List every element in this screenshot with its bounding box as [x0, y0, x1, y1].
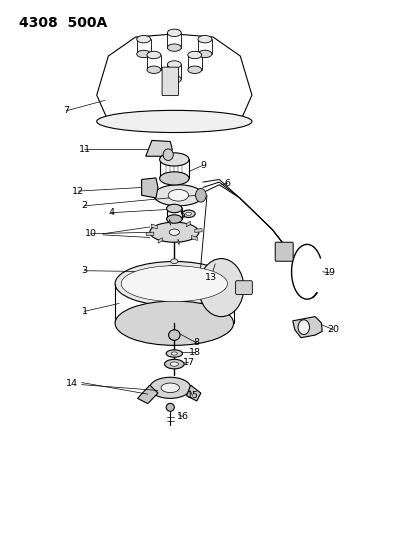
- Text: 17: 17: [182, 358, 194, 367]
- Text: 5: 5: [179, 212, 185, 220]
- Text: 11: 11: [78, 145, 90, 154]
- Circle shape: [195, 189, 206, 202]
- Ellipse shape: [163, 149, 173, 160]
- Ellipse shape: [166, 215, 182, 223]
- Polygon shape: [151, 224, 157, 229]
- Text: 10: 10: [84, 229, 96, 238]
- Ellipse shape: [159, 153, 189, 166]
- Text: 2: 2: [81, 201, 87, 211]
- FancyBboxPatch shape: [235, 281, 252, 294]
- Ellipse shape: [136, 36, 150, 43]
- Ellipse shape: [164, 359, 184, 369]
- Text: 12: 12: [72, 187, 84, 196]
- Polygon shape: [292, 317, 321, 338]
- Ellipse shape: [182, 210, 195, 217]
- Ellipse shape: [97, 110, 252, 133]
- Text: 18: 18: [188, 348, 200, 357]
- Polygon shape: [178, 239, 179, 245]
- Text: 13: 13: [204, 272, 217, 281]
- Polygon shape: [141, 178, 158, 198]
- Text: 4: 4: [108, 208, 114, 217]
- Ellipse shape: [168, 330, 180, 341]
- Ellipse shape: [159, 172, 189, 185]
- Polygon shape: [186, 385, 200, 401]
- Ellipse shape: [154, 185, 202, 206]
- Ellipse shape: [167, 61, 181, 68]
- Circle shape: [198, 259, 243, 317]
- Ellipse shape: [167, 76, 181, 83]
- Polygon shape: [158, 238, 162, 243]
- FancyBboxPatch shape: [275, 242, 292, 261]
- Ellipse shape: [115, 301, 233, 345]
- Ellipse shape: [136, 50, 150, 58]
- Ellipse shape: [185, 212, 191, 215]
- Polygon shape: [169, 219, 170, 225]
- Text: 16: 16: [176, 413, 188, 421]
- Ellipse shape: [161, 383, 179, 393]
- Text: 8: 8: [193, 338, 199, 348]
- Text: 4308  500A: 4308 500A: [19, 16, 107, 30]
- Ellipse shape: [197, 50, 211, 58]
- Ellipse shape: [147, 66, 161, 74]
- Ellipse shape: [188, 51, 201, 59]
- Ellipse shape: [171, 352, 177, 355]
- Ellipse shape: [188, 66, 201, 74]
- Ellipse shape: [150, 222, 198, 242]
- Ellipse shape: [121, 266, 227, 302]
- Ellipse shape: [197, 36, 211, 43]
- Ellipse shape: [170, 259, 178, 264]
- Polygon shape: [191, 236, 197, 240]
- Polygon shape: [137, 385, 158, 403]
- Text: 14: 14: [66, 379, 78, 388]
- Ellipse shape: [166, 403, 174, 411]
- Ellipse shape: [115, 262, 233, 306]
- Ellipse shape: [167, 29, 181, 37]
- Ellipse shape: [150, 377, 190, 398]
- Text: 3: 3: [81, 266, 87, 275]
- Ellipse shape: [166, 350, 182, 357]
- Text: 6: 6: [224, 179, 230, 188]
- Ellipse shape: [167, 44, 181, 51]
- Polygon shape: [146, 232, 154, 236]
- Ellipse shape: [166, 204, 182, 213]
- Text: 1: 1: [81, 307, 87, 316]
- Text: 7: 7: [63, 107, 69, 116]
- Ellipse shape: [168, 190, 188, 201]
- Polygon shape: [195, 229, 202, 232]
- Text: 20: 20: [327, 325, 339, 334]
- Ellipse shape: [147, 51, 161, 59]
- Text: 15: 15: [186, 391, 198, 400]
- Polygon shape: [186, 221, 190, 227]
- Polygon shape: [145, 140, 172, 156]
- Circle shape: [297, 320, 309, 335]
- Text: 19: 19: [323, 268, 335, 277]
- Ellipse shape: [170, 362, 178, 366]
- FancyBboxPatch shape: [161, 67, 178, 95]
- Ellipse shape: [169, 229, 179, 236]
- Text: 9: 9: [199, 161, 205, 169]
